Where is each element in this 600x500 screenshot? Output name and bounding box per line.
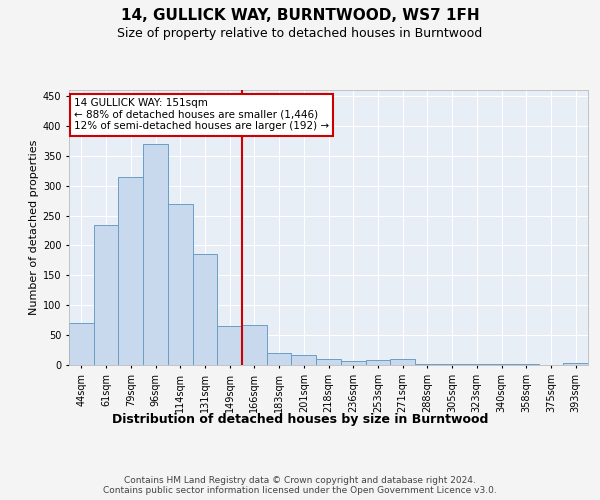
Text: Distribution of detached houses by size in Burntwood: Distribution of detached houses by size … (112, 412, 488, 426)
Bar (69, 323, 94, 365)
Bar (267, 353, 292, 365)
Y-axis label: Number of detached properties: Number of detached properties (29, 140, 38, 315)
Bar (94, 224, 118, 365)
Text: 14 GULLICK WAY: 151sqm
← 88% of detached houses are smaller (1,446)
12% of semi-: 14 GULLICK WAY: 151sqm ← 88% of detached… (74, 98, 329, 132)
Bar (217, 326, 242, 365)
Bar (341, 362, 365, 365)
Bar (316, 359, 341, 365)
Text: Size of property relative to detached houses in Burntwood: Size of property relative to detached ho… (118, 28, 482, 40)
Bar (563, 363, 588, 365)
Bar (464, 364, 489, 365)
Bar (292, 355, 316, 365)
Bar (242, 325, 267, 365)
Bar (118, 176, 143, 365)
Bar (193, 254, 217, 365)
Bar (489, 364, 514, 365)
Bar (390, 359, 415, 365)
Bar (168, 204, 193, 365)
Text: 14, GULLICK WAY, BURNTWOOD, WS7 1FH: 14, GULLICK WAY, BURNTWOOD, WS7 1FH (121, 8, 479, 22)
Bar (365, 360, 390, 365)
Text: Contains HM Land Registry data © Crown copyright and database right 2024.
Contai: Contains HM Land Registry data © Crown c… (103, 476, 497, 495)
Bar (415, 364, 440, 365)
Bar (143, 144, 168, 365)
Bar (440, 364, 464, 365)
Bar (514, 364, 539, 365)
